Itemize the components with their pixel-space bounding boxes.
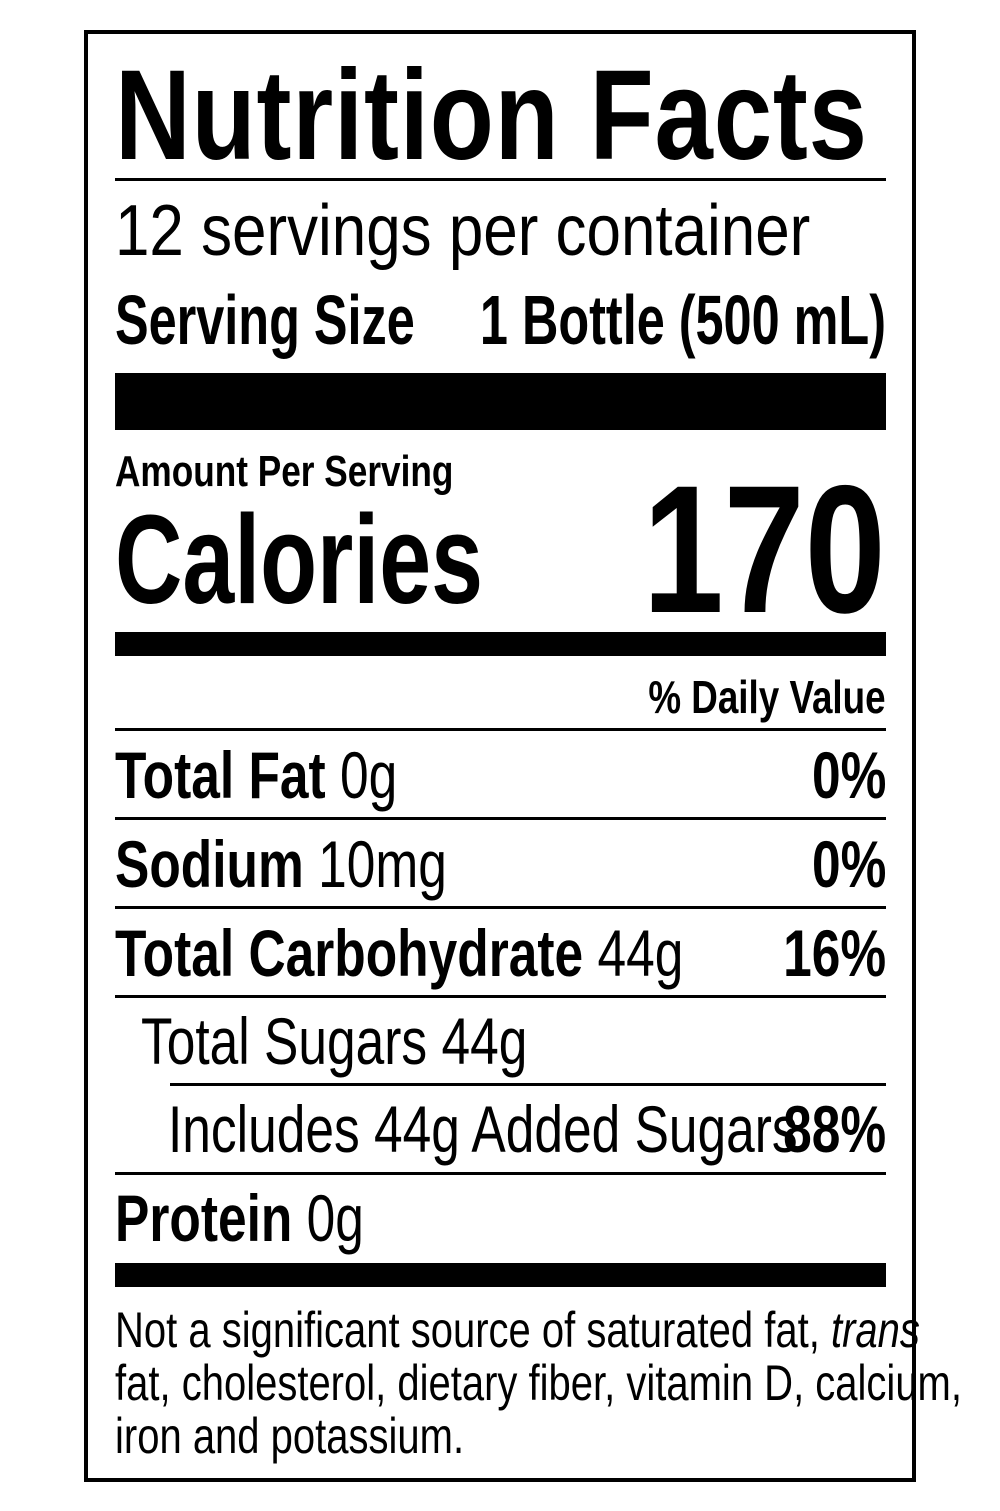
nutrient-row-added-sugars: Includes 44g Added Sugars <box>168 1092 798 1166</box>
servings-per-container: 12 servings per container <box>115 191 811 271</box>
nutrient-row-total-carbohydrate: Total Carbohydrate 44g <box>115 920 683 986</box>
nutrient-amount: 10mg <box>318 827 447 901</box>
divider <box>115 906 886 909</box>
divider <box>115 995 886 998</box>
footnote-italic: trans <box>830 1302 920 1358</box>
nutrient-name: Total Carbohydrate <box>115 916 584 990</box>
nutrient-name: Protein <box>115 1181 293 1255</box>
divider <box>115 1172 886 1175</box>
footnote-text: Not a significant source of saturated fa… <box>115 1302 820 1358</box>
nutrient-dv: 16% <box>782 916 886 990</box>
nutrient-row-protein: Protein 0g <box>115 1185 364 1251</box>
divider <box>115 728 886 731</box>
nutrient-amount: 0g <box>339 738 398 812</box>
thick-divider <box>115 373 886 430</box>
medium-divider <box>115 1263 886 1287</box>
nutrient-row-total-sugars: Total Sugars 44g <box>141 1004 528 1078</box>
daily-value-header: % Daily Value <box>648 671 886 723</box>
nutrient-row-total-fat: Total Fat 0g <box>115 742 397 808</box>
footnote-line-1: Not a significant source of saturated fa… <box>115 1305 920 1355</box>
amount-per-serving: Amount Per Serving <box>115 447 454 496</box>
nutrient-dv: 0% <box>811 827 886 901</box>
nutrient-row-sodium: Sodium 10mg <box>115 831 447 897</box>
divider <box>115 817 886 820</box>
calories-value: 170 <box>643 447 886 651</box>
nutrition-facts-panel <box>84 30 916 1482</box>
medium-divider <box>115 632 886 656</box>
footnote-line-3: iron and potassium. <box>115 1408 465 1464</box>
nutrient-name: Total Fat <box>115 738 326 812</box>
label-title: Nutrition Facts <box>115 44 868 187</box>
divider <box>115 178 886 181</box>
nutrient-dv: 0% <box>811 738 886 812</box>
divider <box>170 1083 886 1086</box>
footnote-line-2: fat, cholesterol, dietary fiber, vitamin… <box>115 1355 962 1411</box>
nutrient-amount: 0g <box>306 1181 364 1255</box>
nutrient-name: Sodium <box>115 827 304 901</box>
serving-size-value: 1 Bottle (500 mL) <box>479 281 886 359</box>
calories-label: Calories <box>115 489 483 630</box>
nutrient-dv: 88% <box>782 1092 886 1166</box>
serving-size-label: Serving Size <box>115 281 415 359</box>
nutrient-amount: 44g <box>597 916 684 990</box>
